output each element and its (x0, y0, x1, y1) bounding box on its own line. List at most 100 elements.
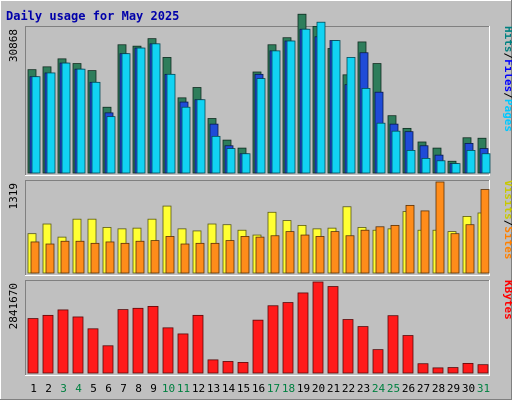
panel-3-legend: KBytes (502, 280, 512, 320)
bar-sites-day-31 (480, 189, 490, 274)
bar-sites-day-11 (180, 243, 190, 274)
bar-pages-day-20 (316, 21, 326, 174)
bar-pages-day-3 (61, 62, 71, 174)
bar-pages-day-24 (376, 122, 386, 174)
bar-pages-day-30 (466, 150, 476, 174)
legend-separator: / (502, 220, 512, 227)
x-tick-label-day-7: 7 (120, 382, 127, 395)
bar-sites-day-13 (210, 242, 220, 274)
bar-pages-day-29 (451, 163, 461, 174)
x-tick-label-day-26: 26 (402, 382, 415, 395)
bar-kbytes-day-31 (477, 364, 489, 374)
bar-pages-day-7 (121, 53, 131, 174)
legend-separator: / (502, 92, 512, 99)
x-tick-label-day-4: 4 (75, 382, 82, 395)
panel-2-max-label: 1319 (7, 183, 20, 210)
bar-pages-day-26 (406, 150, 416, 174)
x-tick-label-day-29: 29 (447, 382, 460, 395)
bar-kbytes-day-18 (282, 302, 294, 374)
bar-pages-day-18 (286, 40, 296, 174)
bar-kbytes-day-26 (402, 335, 414, 374)
bar-kbytes-day-12 (192, 314, 204, 374)
bar-sites-day-6 (105, 241, 115, 274)
bar-kbytes-day-2 (42, 314, 54, 374)
bar-pages-day-13 (211, 135, 221, 174)
bar-sites-day-25 (390, 224, 400, 274)
x-tick-label-day-20: 20 (312, 382, 325, 395)
bar-pages-day-2 (46, 72, 56, 174)
bar-kbytes-day-20 (312, 281, 324, 374)
bar-pages-day-19 (301, 28, 311, 174)
bar-sites-day-19 (300, 234, 310, 274)
bar-sites-day-10 (165, 236, 175, 274)
x-tick-label-day-16: 16 (252, 382, 265, 395)
bar-sites-day-4 (75, 240, 85, 274)
panel-1-max-label: 30868 (7, 29, 20, 62)
bar-kbytes-day-24 (372, 349, 384, 374)
legend-kbytes: KBytes (502, 280, 512, 320)
x-tick-label-day-17: 17 (267, 382, 280, 395)
bar-kbytes-day-16 (252, 319, 264, 374)
bar-pages-day-10 (166, 73, 176, 174)
bar-pages-day-22 (346, 57, 356, 174)
bar-kbytes-day-10 (162, 327, 174, 374)
bar-sites-day-21 (330, 231, 340, 274)
bar-kbytes-day-6 (102, 345, 114, 374)
legend-sites: Sites (502, 226, 512, 259)
bar-pages-day-31 (481, 153, 491, 174)
bar-sites-day-3 (60, 240, 70, 274)
x-tick-label-day-28: 28 (432, 382, 445, 395)
bar-kbytes-day-9 (147, 305, 159, 374)
bar-sites-day-12 (195, 242, 205, 274)
bar-kbytes-day-22 (342, 319, 354, 374)
bar-sites-day-18 (285, 231, 295, 274)
x-tick-label-day-30: 30 (462, 382, 475, 395)
x-tick-label-day-19: 19 (297, 382, 310, 395)
bar-sites-day-24 (375, 226, 385, 274)
x-tick-label-day-14: 14 (222, 382, 236, 395)
bar-pages-day-8 (136, 47, 146, 174)
bar-pages-day-5 (91, 81, 101, 174)
bar-sites-day-20 (315, 236, 325, 274)
bar-sites-day-22 (345, 235, 355, 274)
bar-kbytes-day-8 (132, 307, 144, 374)
bar-pages-day-12 (196, 99, 206, 174)
bar-pages-day-9 (151, 43, 161, 174)
x-tick-label-day-21: 21 (327, 382, 340, 395)
bar-kbytes-day-1 (27, 318, 39, 374)
x-tick-label-day-3: 3 (60, 382, 67, 395)
bar-pages-day-14 (226, 148, 236, 174)
panel-3: 2841670 KBytes (7, 280, 512, 376)
bar-pages-day-21 (331, 40, 341, 174)
panel-2-legend: Visits/Sites (502, 180, 512, 260)
bar-sites-day-7 (120, 242, 130, 274)
bar-kbytes-day-25 (387, 315, 399, 374)
bar-sites-day-16 (255, 236, 265, 274)
bar-pages-day-1 (31, 76, 41, 174)
bar-sites-day-8 (135, 240, 145, 274)
bar-pages-day-28 (436, 160, 446, 174)
x-tick-label-day-18: 18 (282, 382, 295, 395)
bar-pages-day-16 (256, 78, 266, 174)
bar-kbytes-day-17 (267, 305, 279, 374)
x-tick-label-day-5: 5 (90, 382, 97, 395)
bar-kbytes-day-23 (357, 326, 369, 374)
bar-sites-day-14 (225, 240, 235, 274)
bar-sites-day-15 (240, 236, 250, 274)
x-tick-label-day-2: 2 (45, 382, 52, 395)
x-tick-label-day-24: 24 (372, 382, 386, 395)
bar-sites-day-29 (450, 233, 460, 274)
legend-visits: Visits (502, 180, 512, 220)
bar-sites-day-30 (465, 224, 475, 274)
bar-sites-day-2 (45, 243, 55, 274)
legend-separator: / (502, 53, 512, 60)
x-tick-label-day-1: 1 (30, 382, 37, 395)
bar-kbytes-day-5 (87, 328, 99, 374)
x-tick-label-day-27: 27 (417, 382, 430, 395)
x-tick-label-day-8: 8 (135, 382, 142, 395)
bar-pages-day-17 (271, 50, 281, 174)
x-tick-label-day-13: 13 (207, 382, 220, 395)
x-tick-label-day-22: 22 (342, 382, 355, 395)
bar-kbytes-day-13 (207, 359, 219, 374)
